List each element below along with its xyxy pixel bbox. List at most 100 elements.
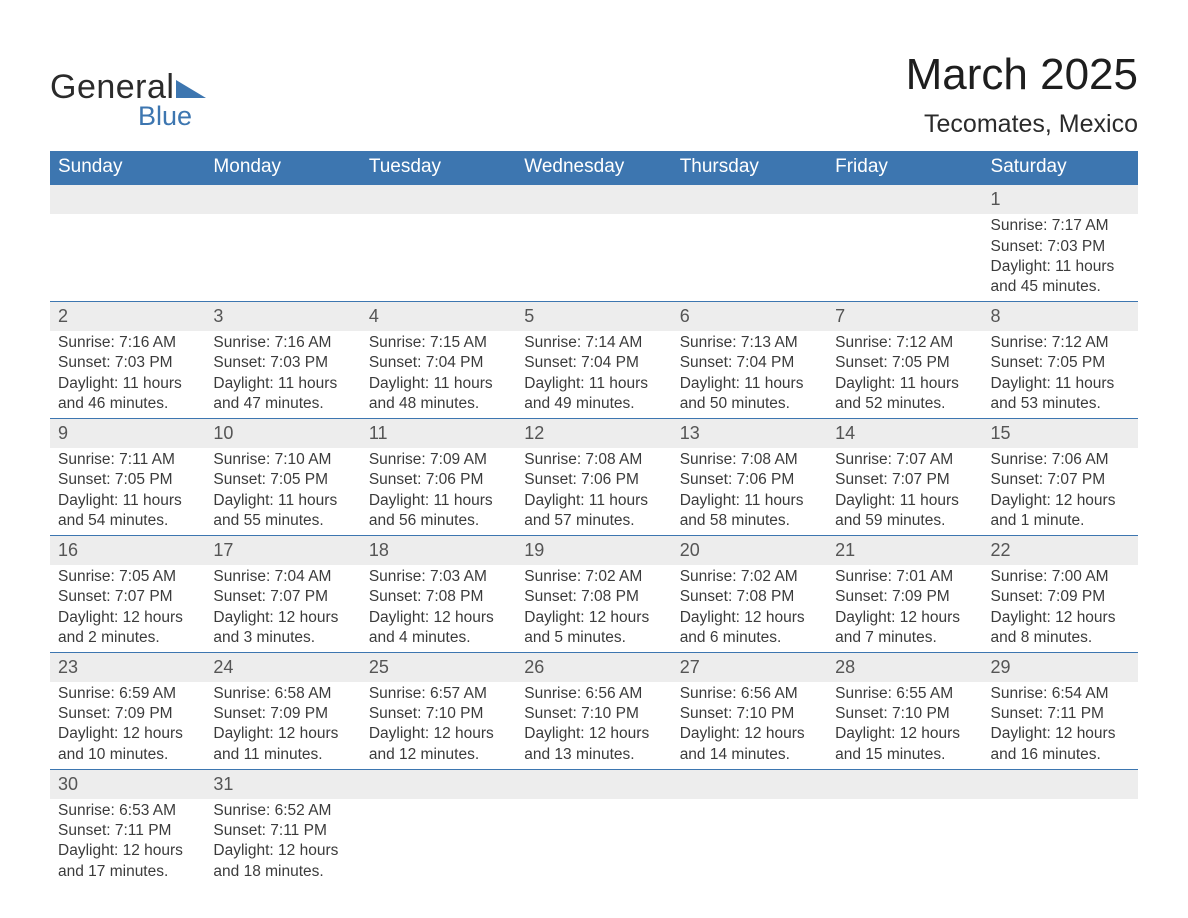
daynum-cell: 30 bbox=[50, 769, 205, 799]
daynum-cell: 19 bbox=[516, 535, 671, 565]
day-number: 30 bbox=[50, 770, 205, 799]
day-number: 25 bbox=[361, 653, 516, 682]
sunrise-text: Sunrise: 7:07 AM bbox=[835, 450, 974, 470]
detail-cell: Sunrise: 7:12 AMSunset: 7:05 PMDaylight:… bbox=[827, 331, 982, 418]
sunrise-text: Sunrise: 6:57 AM bbox=[369, 684, 508, 704]
daynum-cell: 6 bbox=[672, 301, 827, 331]
detail-cell: Sunrise: 7:12 AMSunset: 7:05 PMDaylight:… bbox=[983, 331, 1138, 418]
sun-detail: Sunrise: 7:16 AMSunset: 7:03 PMDaylight:… bbox=[213, 333, 352, 414]
sun-detail: Sunrise: 7:06 AMSunset: 7:07 PMDaylight:… bbox=[991, 450, 1130, 531]
day-number-empty bbox=[205, 185, 360, 214]
daynum-cell: 29 bbox=[983, 652, 1138, 682]
sunrise-text: Sunrise: 6:53 AM bbox=[58, 801, 197, 821]
day-number: 23 bbox=[50, 653, 205, 682]
detail-cell: Sunrise: 7:09 AMSunset: 7:06 PMDaylight:… bbox=[361, 448, 516, 535]
daylight-text: Daylight: 11 hours bbox=[991, 257, 1130, 277]
daylight-text: Daylight: 11 hours bbox=[58, 374, 197, 394]
daynum-cell: 26 bbox=[516, 652, 671, 682]
day-number: 16 bbox=[50, 536, 205, 565]
sunrise-text: Sunrise: 7:08 AM bbox=[524, 450, 663, 470]
daynum-cell: 23 bbox=[50, 652, 205, 682]
sunset-text: Sunset: 7:06 PM bbox=[680, 470, 819, 490]
daynum-cell bbox=[672, 769, 827, 799]
daylight-text: Daylight: 11 hours bbox=[369, 374, 508, 394]
daylight-text: and 59 minutes. bbox=[835, 511, 974, 531]
day-number-empty bbox=[516, 185, 671, 214]
daylight-text: and 49 minutes. bbox=[524, 394, 663, 414]
day-number-empty bbox=[361, 185, 516, 214]
daynum-cell: 8 bbox=[983, 301, 1138, 331]
daynum-cell: 24 bbox=[205, 652, 360, 682]
daynum-cell: 16 bbox=[50, 535, 205, 565]
sun-detail: Sunrise: 6:56 AMSunset: 7:10 PMDaylight:… bbox=[524, 684, 663, 765]
sun-detail: Sunrise: 7:00 AMSunset: 7:09 PMDaylight:… bbox=[991, 567, 1130, 648]
detail-cell: Sunrise: 6:59 AMSunset: 7:09 PMDaylight:… bbox=[50, 682, 205, 769]
sunrise-text: Sunrise: 6:55 AM bbox=[835, 684, 974, 704]
daynum-cell bbox=[361, 185, 516, 215]
sunrise-text: Sunrise: 7:08 AM bbox=[680, 450, 819, 470]
sun-detail: Sunrise: 6:55 AMSunset: 7:10 PMDaylight:… bbox=[835, 684, 974, 765]
detail-cell: Sunrise: 7:13 AMSunset: 7:04 PMDaylight:… bbox=[672, 331, 827, 418]
sunrise-text: Sunrise: 7:09 AM bbox=[369, 450, 508, 470]
day-header: Wednesday bbox=[516, 151, 671, 185]
sunset-text: Sunset: 7:05 PM bbox=[991, 353, 1130, 373]
detail-cell bbox=[827, 214, 982, 301]
sunrise-text: Sunrise: 7:06 AM bbox=[991, 450, 1130, 470]
day-number: 22 bbox=[983, 536, 1138, 565]
detail-cell bbox=[672, 214, 827, 301]
daylight-text: and 56 minutes. bbox=[369, 511, 508, 531]
sunset-text: Sunset: 7:09 PM bbox=[213, 704, 352, 724]
sun-detail: Sunrise: 7:12 AMSunset: 7:05 PMDaylight:… bbox=[991, 333, 1130, 414]
sun-detail: Sunrise: 7:02 AMSunset: 7:08 PMDaylight:… bbox=[680, 567, 819, 648]
daylight-text: Daylight: 12 hours bbox=[524, 608, 663, 628]
daynum-cell: 25 bbox=[361, 652, 516, 682]
detail-cell: Sunrise: 6:52 AMSunset: 7:11 PMDaylight:… bbox=[205, 799, 360, 886]
daylight-text: Daylight: 12 hours bbox=[991, 608, 1130, 628]
daynum-cell bbox=[827, 769, 982, 799]
day-header: Sunday bbox=[50, 151, 205, 185]
day-number: 7 bbox=[827, 302, 982, 331]
sun-detail: Sunrise: 7:13 AMSunset: 7:04 PMDaylight:… bbox=[680, 333, 819, 414]
daylight-text: and 2 minutes. bbox=[58, 628, 197, 648]
detail-row: Sunrise: 6:53 AMSunset: 7:11 PMDaylight:… bbox=[50, 799, 1138, 886]
day-header: Friday bbox=[827, 151, 982, 185]
daylight-text: Daylight: 11 hours bbox=[213, 491, 352, 511]
daylight-text: and 45 minutes. bbox=[991, 277, 1130, 297]
day-number: 28 bbox=[827, 653, 982, 682]
day-number-empty bbox=[827, 185, 982, 214]
sunset-text: Sunset: 7:10 PM bbox=[835, 704, 974, 724]
detail-cell bbox=[205, 214, 360, 301]
sunset-text: Sunset: 7:08 PM bbox=[680, 587, 819, 607]
detail-cell: Sunrise: 7:14 AMSunset: 7:04 PMDaylight:… bbox=[516, 331, 671, 418]
detail-row: Sunrise: 6:59 AMSunset: 7:09 PMDaylight:… bbox=[50, 682, 1138, 769]
detail-cell: Sunrise: 6:56 AMSunset: 7:10 PMDaylight:… bbox=[672, 682, 827, 769]
daylight-text: Daylight: 12 hours bbox=[213, 608, 352, 628]
sunset-text: Sunset: 7:09 PM bbox=[991, 587, 1130, 607]
detail-cell bbox=[983, 799, 1138, 886]
daylight-text: and 8 minutes. bbox=[991, 628, 1130, 648]
sunset-text: Sunset: 7:05 PM bbox=[213, 470, 352, 490]
daynum-cell: 31 bbox=[205, 769, 360, 799]
daylight-text: and 12 minutes. bbox=[369, 745, 508, 765]
page-header: General Blue March 2025 Tecomates, Mexic… bbox=[50, 50, 1138, 139]
sunrise-text: Sunrise: 6:52 AM bbox=[213, 801, 352, 821]
sunset-text: Sunset: 7:11 PM bbox=[991, 704, 1130, 724]
detail-cell: Sunrise: 6:56 AMSunset: 7:10 PMDaylight:… bbox=[516, 682, 671, 769]
detail-cell: Sunrise: 7:05 AMSunset: 7:07 PMDaylight:… bbox=[50, 565, 205, 652]
sunset-text: Sunset: 7:10 PM bbox=[524, 704, 663, 724]
detail-cell: Sunrise: 6:53 AMSunset: 7:11 PMDaylight:… bbox=[50, 799, 205, 886]
detail-cell: Sunrise: 7:03 AMSunset: 7:08 PMDaylight:… bbox=[361, 565, 516, 652]
sunrise-text: Sunrise: 7:17 AM bbox=[991, 216, 1130, 236]
daylight-text: and 1 minute. bbox=[991, 511, 1130, 531]
day-header: Monday bbox=[205, 151, 360, 185]
sunset-text: Sunset: 7:07 PM bbox=[58, 587, 197, 607]
daynum-cell bbox=[672, 185, 827, 215]
day-number: 2 bbox=[50, 302, 205, 331]
sunrise-text: Sunrise: 6:59 AM bbox=[58, 684, 197, 704]
sunset-text: Sunset: 7:03 PM bbox=[213, 353, 352, 373]
detail-cell: Sunrise: 7:17 AMSunset: 7:03 PMDaylight:… bbox=[983, 214, 1138, 301]
sunset-text: Sunset: 7:11 PM bbox=[58, 821, 197, 841]
sunrise-text: Sunrise: 7:15 AM bbox=[369, 333, 508, 353]
daynum-cell: 17 bbox=[205, 535, 360, 565]
sunrise-text: Sunrise: 6:58 AM bbox=[213, 684, 352, 704]
